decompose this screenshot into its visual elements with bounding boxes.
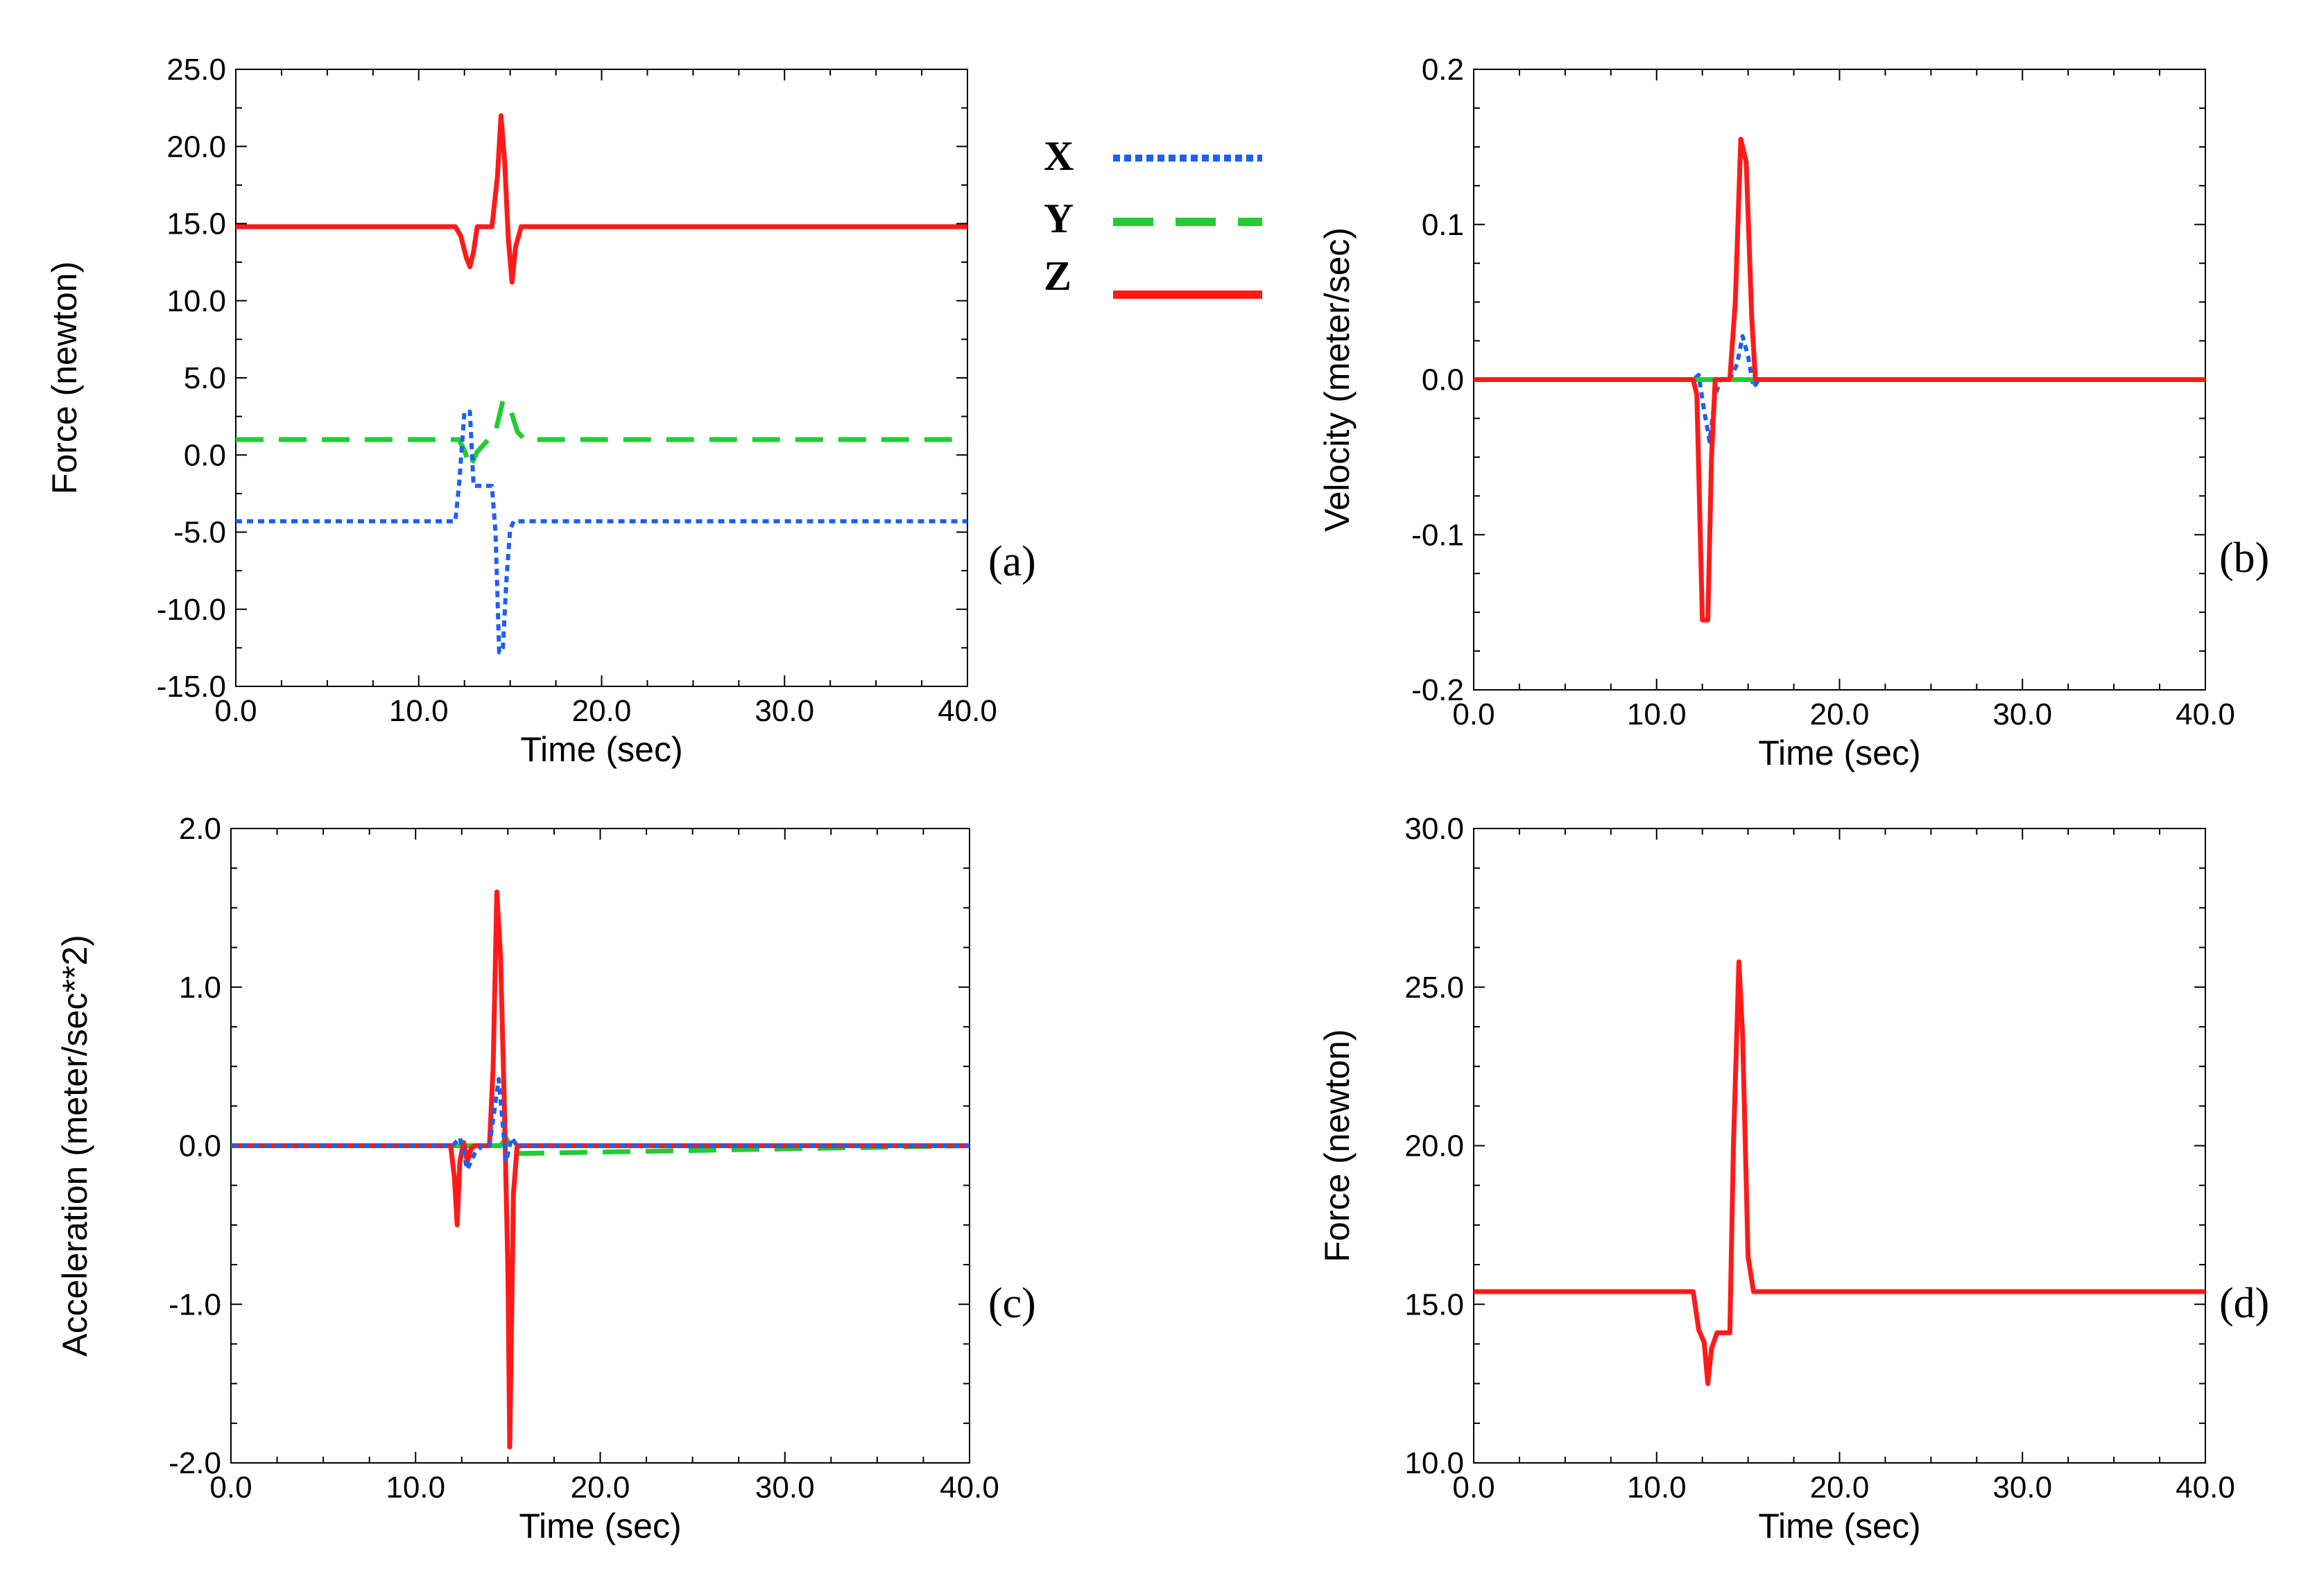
- y-tick-label: 2.0: [179, 812, 221, 846]
- x-tick-label: 40.0: [940, 1471, 999, 1504]
- panel-label: (a): [988, 538, 1036, 585]
- x-tick-label: 20.0: [1810, 1471, 1870, 1504]
- y-tick-label: 30.0: [1404, 812, 1464, 846]
- y-tick-label: 0.2: [1422, 53, 1464, 87]
- x-tick-label: 10.0: [1627, 1471, 1687, 1504]
- y-tick-label: 0.0: [1422, 363, 1464, 397]
- x-tick-label: 20.0: [571, 1471, 630, 1504]
- panel-b: 0.0 10.0 20.0 30.0 40.0 -0.2 -0.1 0.0 0.1 0.2 Time…: [1318, 53, 2269, 772]
- y-tick-label: 10.0: [166, 284, 226, 318]
- series-group: [236, 113, 967, 655]
- y-tick-label: 25.0: [166, 53, 226, 87]
- panel-label: (d): [2219, 1280, 2269, 1327]
- x-tick-label: 0.0: [214, 694, 257, 728]
- y-axis-label: Force (newton): [1318, 1029, 1357, 1262]
- x-tick-label: 40.0: [2176, 1471, 2235, 1504]
- series-group: [1474, 137, 2205, 623]
- y-tick-label: 15.0: [1404, 1287, 1464, 1321]
- y-axis-label: Velocity (meter/sec): [1318, 227, 1357, 532]
- y-tick-label: -15.0: [157, 670, 226, 704]
- y-axis-label: Acceleration (meter/sec**2): [55, 935, 94, 1357]
- y-tick-label: -2.0: [169, 1446, 221, 1480]
- series-line-z: [1474, 959, 2205, 1387]
- x-tick-label: 30.0: [755, 1471, 815, 1504]
- panel-c: 0.0 10.0 20.0 30.0 40.0 -2.0 -1.0 0.0 1.0 2.0 Time…: [55, 812, 1036, 1545]
- x-axis-label: Time (sec): [519, 1507, 681, 1545]
- y-tick-label: 0.0: [184, 438, 226, 472]
- plot-frame: [1473, 828, 2206, 1464]
- y-tick-label: -0.1: [1411, 518, 1464, 552]
- y-tick-label: -10.0: [157, 593, 226, 627]
- x-axis-label: Time (sec): [520, 730, 682, 769]
- x-tick-label: 0.0: [1452, 697, 1495, 731]
- series-line-z: [236, 113, 967, 285]
- y-tick-label: -5.0: [173, 516, 226, 550]
- y-tick-label: -0.2: [1411, 673, 1464, 707]
- panel-a: 0.0 10.0 20.0 30.0 40.0 -15.0 -10.0 -5.0 0.0 5.0 1…: [45, 53, 1036, 769]
- series-line-y: [236, 398, 967, 470]
- legend-label-x: X: [1044, 133, 1074, 179]
- y-tick-label: 20.0: [166, 130, 226, 164]
- y-tick-label: 5.0: [184, 361, 226, 395]
- y-tick-label: -1.0: [169, 1287, 221, 1321]
- x-tick-label: 10.0: [386, 1471, 445, 1504]
- series-group: [1474, 959, 2205, 1387]
- y-tick-label: 20.0: [1404, 1129, 1464, 1163]
- y-tick-label: 15.0: [166, 207, 226, 241]
- x-tick-label: 0.0: [209, 1471, 252, 1504]
- series-line-x: [236, 410, 967, 655]
- x-axis-label: Time (sec): [1758, 734, 1920, 772]
- x-tick-label: 20.0: [1810, 697, 1870, 731]
- x-tick-label: 0.0: [1452, 1471, 1495, 1504]
- y-axis-label: Force (newton): [45, 261, 84, 494]
- x-tick-label: 40.0: [2176, 697, 2235, 731]
- x-axis-label: Time (sec): [1758, 1507, 1920, 1545]
- series-line-z: [231, 890, 970, 1450]
- series-line-x: [1474, 333, 2205, 444]
- series-line-z: [1474, 137, 2205, 623]
- x-tick-label: 10.0: [1627, 697, 1687, 731]
- x-tick-label: 30.0: [755, 694, 814, 728]
- panel-d: 0.0 10.0 20.0 30.0 40.010.015.020.025.030.0T…: [1318, 812, 2269, 1545]
- x-tick-label: 30.0: [1992, 697, 2052, 731]
- x-tick-label: 10.0: [389, 694, 449, 728]
- x-tick-label: 30.0: [1992, 1471, 2052, 1504]
- panel-label: (c): [988, 1280, 1036, 1327]
- x-tick-label: 40.0: [938, 694, 997, 728]
- panel-label: (b): [2219, 535, 2269, 582]
- y-tick-label: 1.0: [179, 971, 221, 1005]
- legend-label-z: Z: [1044, 253, 1071, 299]
- series-group: [231, 890, 970, 1450]
- y-tick-label: 0.1: [1422, 208, 1464, 242]
- series-line-x: [231, 1077, 970, 1172]
- legend: XYZ: [1044, 133, 1262, 299]
- y-tick-label: 0.0: [179, 1129, 221, 1163]
- legend-label-y: Y: [1044, 196, 1074, 241]
- x-tick-label: 20.0: [572, 694, 632, 728]
- plot-frame: [235, 69, 968, 687]
- y-tick-label: 10.0: [1404, 1446, 1464, 1480]
- y-tick-label: 25.0: [1404, 971, 1464, 1005]
